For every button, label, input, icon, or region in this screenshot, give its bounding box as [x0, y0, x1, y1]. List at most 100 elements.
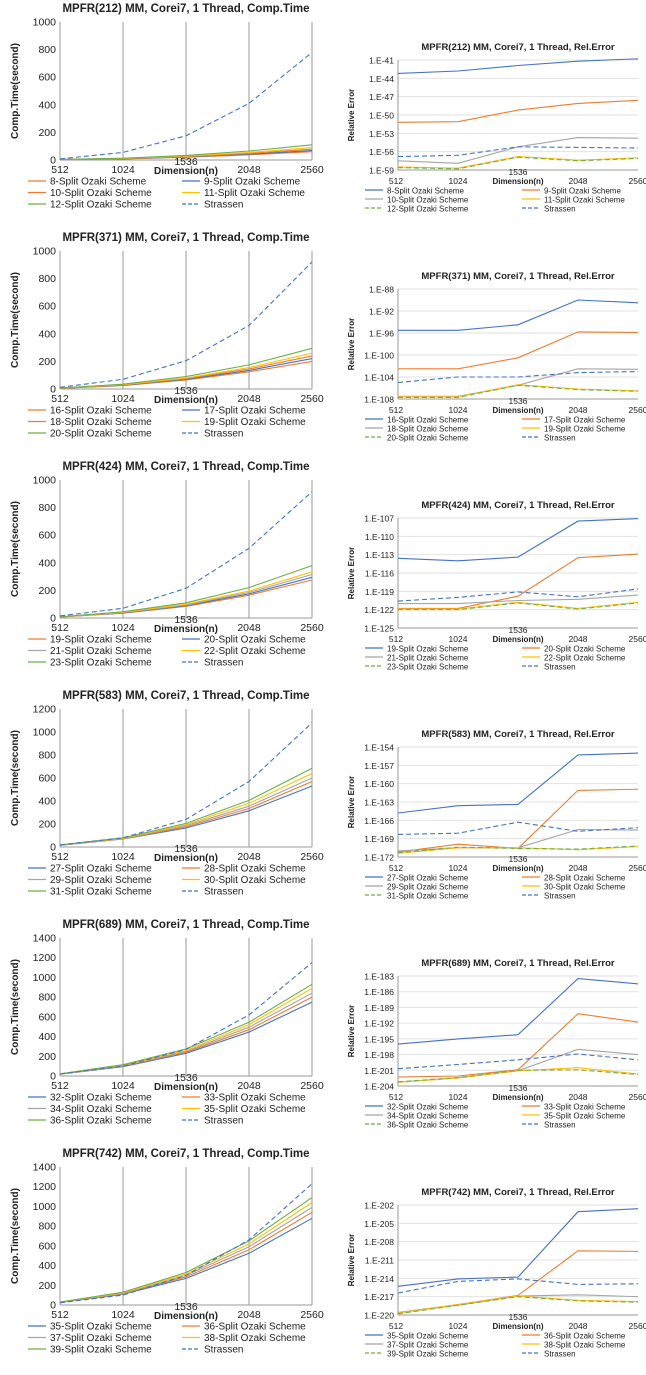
chart-4-y-tick-label: 1.E-92 [369, 307, 394, 317]
chart-2-legend-label: 10-Split Ozaki Scheme [387, 196, 469, 205]
chart-9-legend-label: 36-Split Ozaki Scheme [50, 1116, 152, 1127]
chart-1-y-tick-label: 0 [50, 155, 56, 167]
chart-6-x-tick-label: 1536 [509, 625, 528, 635]
chart-6-x-tick-label: 1024 [449, 634, 468, 644]
chart-6-legend-label: 22-Split Ozaki Scheme [544, 654, 626, 663]
chart-5-legend-label: 22-Split Ozaki Scheme [204, 646, 306, 657]
chart-4-y-tick-label: 1.E-104 [364, 373, 394, 383]
chart-4-x-axis-title: Dimension(n) [492, 406, 543, 415]
chart-10-x-tick-label: 1024 [449, 1092, 468, 1102]
chart-12-x-axis-title: Dimension(n) [492, 1322, 543, 1331]
chart-5-x-tick-label: 2048 [237, 622, 261, 634]
chart-8-series-line-5 [397, 845, 639, 854]
chart-8-y-tick-label: 1.E-166 [364, 816, 394, 826]
chart-5-y-tick-label: 1000 [33, 475, 57, 487]
chart-11-legend-label: 38-Split Ozaki Scheme [204, 1333, 306, 1344]
chart-1-legend-label: 11-Split Ozaki Scheme [204, 188, 305, 199]
chart-3-legend-label: 18-Split Ozaki Scheme [50, 417, 152, 428]
chart-2-series-line-5 [397, 156, 639, 170]
chart-3-title: MPFR(371) MM, Corei7, 1 Thread, Comp.Tim… [62, 232, 309, 244]
chart-2-x-tick-label: 1024 [449, 176, 468, 186]
chart-8-y-tick-label: 1.E-172 [364, 853, 394, 863]
chart-12-x-tick-label: 1024 [449, 1321, 468, 1331]
chart-10-legend-label: 33-Split Ozaki Scheme [544, 1103, 626, 1112]
chart-1-y-tick-label: 400 [38, 99, 56, 111]
chart-7-legend-label: Strassen [204, 887, 243, 898]
chart-10-y-tick-label: 1.E-192 [364, 1019, 394, 1029]
chart-8-legend-label: 30-Split Ozaki Scheme [544, 883, 626, 892]
chart-4-x-tick-label: 1024 [449, 405, 468, 415]
chart-10-x-tick-label: 512 [389, 1092, 403, 1102]
chart-11-x-tick-label: 1536 [174, 1301, 198, 1313]
chart-8-title: MPFR(583) MM, Corei7, 1 Thread, Rel.Erro… [421, 729, 615, 740]
chart-3-x-tick-label: 2560 [300, 393, 324, 405]
chart-2-legend-label: Strassen [544, 205, 576, 214]
chart-1-legend-label: 9-Split Ozaki Scheme [204, 177, 301, 188]
chart-11-y-tick-label: 1000 [33, 1201, 57, 1213]
chart-11-series-line-5 [59, 1197, 313, 1303]
chart-3-y-tick-label: 400 [38, 328, 56, 340]
chart-9-y-tick-label: 1400 [33, 933, 57, 945]
chart-12-legend-label: 36-Split Ozaki Scheme [544, 1332, 626, 1341]
chart-9-legend-label: Strassen [204, 1116, 243, 1127]
chart-1-y-tick-label: 800 [38, 44, 56, 56]
chart-6-x-tick-label: 2560 [629, 634, 646, 644]
chart-8-series-line-4 [397, 846, 639, 854]
chart-5-x-tick-label: 2560 [300, 622, 324, 634]
chart-4-y-tick-label: 1.E-108 [364, 395, 394, 405]
chart-8-legend-label: Strassen [544, 892, 576, 901]
chart-10-legend-label: Strassen [544, 1121, 576, 1130]
chart-9-y-tick-label: 1000 [33, 972, 57, 984]
chart-3-y-tick-label: 600 [38, 301, 56, 313]
chart-8-legend-label: 27-Split Ozaki Scheme [387, 874, 469, 883]
chart-7-y-axis-title: Comp.Time(second) [10, 730, 21, 826]
chart-10-y-tick-label: 1.E-195 [364, 1034, 394, 1044]
chart-8-y-tick-label: 1.E-160 [364, 779, 394, 789]
chart-8-legend-label: 29-Split Ozaki Scheme [387, 883, 469, 892]
chart-2-y-tick-label: 1.E-56 [369, 147, 394, 157]
chart-1-x-tick-label: 1536 [174, 156, 198, 168]
chart-3-x-tick-label: 1024 [111, 393, 135, 405]
chart-1-series-line-6 [59, 51, 313, 160]
chart-12-y-tick-label: 1.E-220 [364, 1311, 394, 1321]
chart-4-series-line-4 [398, 384, 639, 398]
chart-3-x-axis-title: Dimension(n) [154, 395, 218, 406]
chart-6-y-tick-label: 1.E-116 [365, 569, 394, 579]
chart-11-y-axis-title: Comp.Time(second) [10, 1188, 21, 1284]
chart-10-legend-label: 35-Split Ozaki Scheme [544, 1112, 626, 1121]
chart-6-y-tick-label: 1.E-125 [364, 624, 394, 634]
chart-6-series-line-1 [397, 518, 639, 562]
chart-5-legend-label: 20-Split Ozaki Scheme [204, 635, 306, 646]
chart-7-legend-label: 28-Split Ozaki Scheme [204, 864, 306, 875]
chart-4-x-tick-label: 2560 [629, 405, 646, 415]
chart-12-y-tick-label: 1.E-214 [364, 1274, 394, 1284]
chart-1-legend-label: Strassen [204, 200, 243, 211]
chart-9-legend-label: 33-Split Ozaki Scheme [204, 1093, 306, 1104]
chart-7-series-line-6 [59, 722, 313, 846]
chart-7-legend-label: 31-Split Ozaki Scheme [50, 887, 152, 898]
chart-10-legend-label: 32-Split Ozaki Scheme [387, 1103, 469, 1112]
chart-6-y-tick-label: 1.E-113 [365, 550, 394, 560]
chart-12-legend-label: 35-Split Ozaki Scheme [387, 1332, 469, 1341]
chart-2-legend-label: 8-Split Ozaki Scheme [387, 187, 464, 196]
chart-8-x-tick-label: 2048 [569, 863, 588, 873]
chart-5-x-tick-label: 1536 [174, 614, 198, 626]
chart-7-legend-label: 29-Split Ozaki Scheme [50, 875, 152, 886]
chart-6-y-tick-label: 1.E-110 [365, 532, 394, 542]
chart-4-y-tick-label: 1.E-100 [364, 351, 394, 361]
chart-2-y-tick-label: 1.E-47 [369, 92, 394, 102]
chart-2-title: MPFR(212) MM, Corei7, 1 Thread, Rel.Erro… [421, 42, 615, 53]
chart-1-x-tick-label: 512 [51, 164, 69, 176]
chart-11-x-tick-label: 512 [51, 1309, 69, 1321]
chart-6-legend-label: 19-Split Ozaki Scheme [387, 645, 469, 654]
chart-11-y-tick-label: 800 [38, 1221, 56, 1233]
chart-7-x-tick-label: 2048 [237, 851, 261, 863]
chart-10-series-line-1 [397, 978, 639, 1045]
chart-3-y-tick-label: 800 [38, 273, 56, 285]
chart-8-x-tick-label: 2560 [629, 863, 646, 873]
chart-3-legend-label: 20-Split Ozaki Scheme [50, 429, 152, 440]
chart-9-y-tick-label: 1200 [33, 952, 57, 964]
chart-3-series-line-5 [59, 347, 313, 389]
chart-9-y-tick-label: 600 [38, 1011, 56, 1023]
chart-3-legend-label: 19-Split Ozaki Scheme [204, 417, 306, 428]
